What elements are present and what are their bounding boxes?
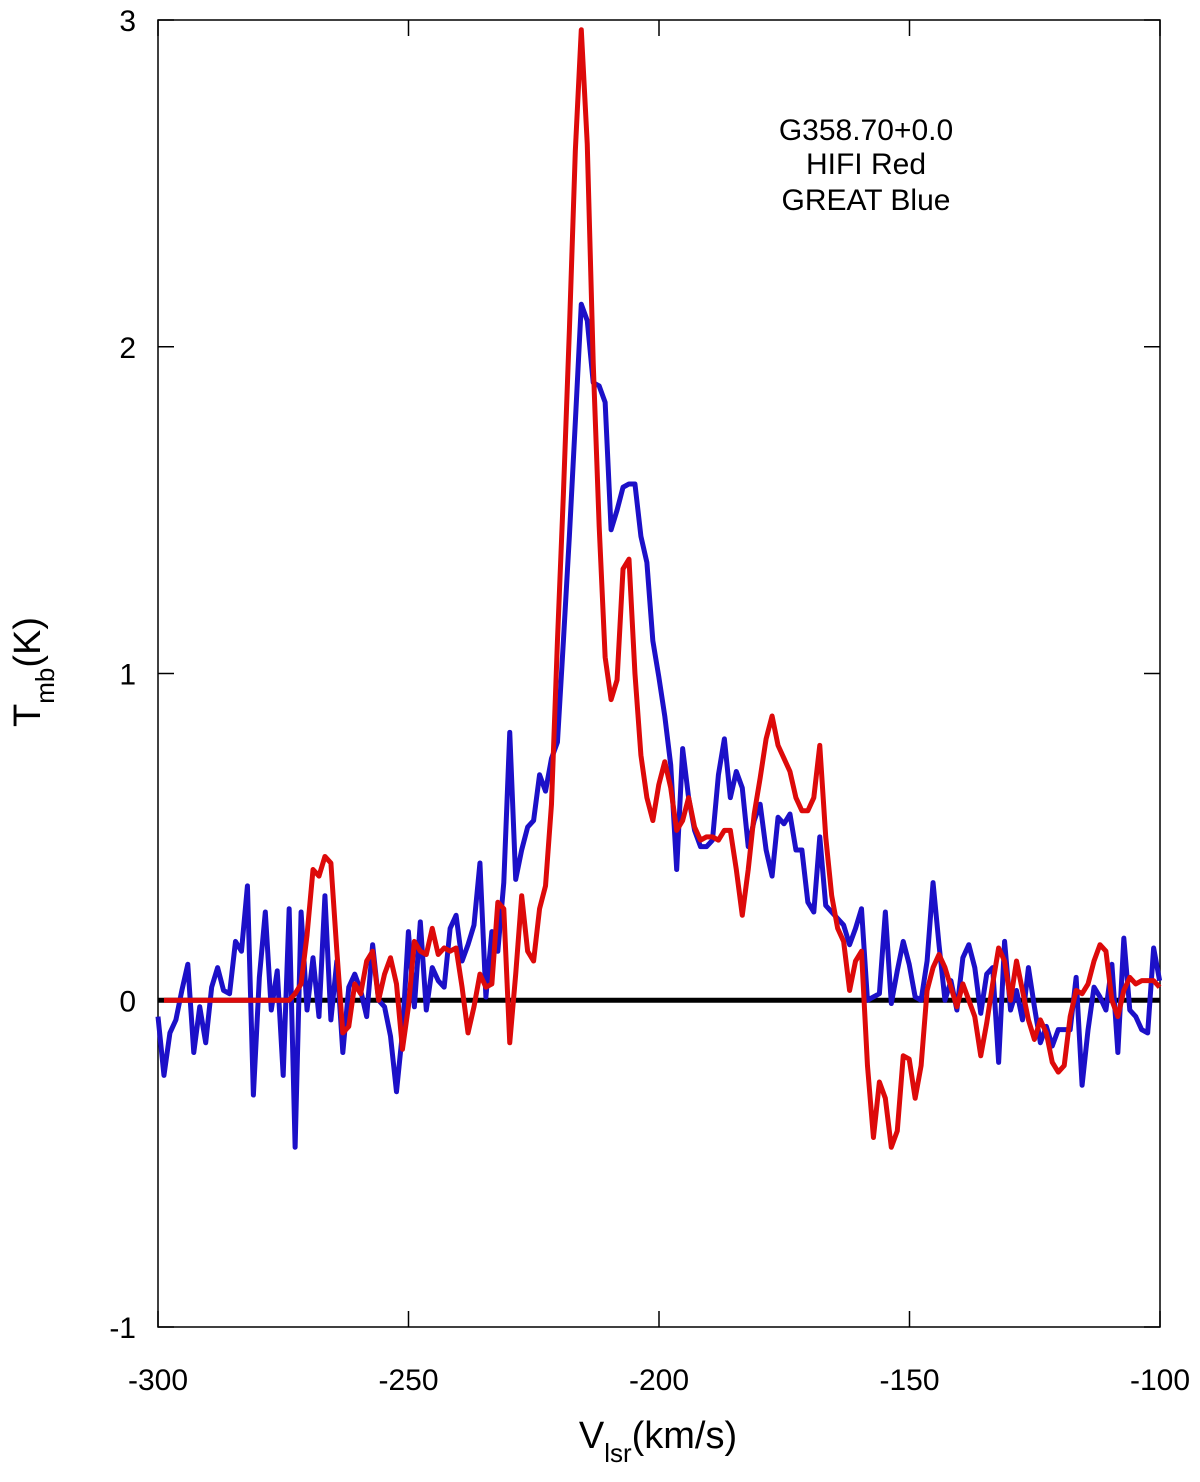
x-axis-label: Vlsr(km/s) (579, 1415, 737, 1468)
series-line (155, 301, 1163, 1150)
annotation: HIFI Red (806, 148, 926, 181)
y-tick-label: 2 (119, 332, 136, 365)
x-label-main: V (579, 1415, 605, 1457)
x-tick-label: -100 (1130, 1364, 1190, 1397)
annotation: GREAT Blue (782, 184, 951, 217)
x-label-sub: lsr (604, 1438, 632, 1468)
y-tick-label: -1 (109, 1312, 136, 1345)
y-label-main: T (7, 704, 49, 727)
y-axis-label: Tmb(K) (7, 617, 60, 727)
annotation: G358.70+0.0 (779, 114, 953, 147)
x-tick-label: -150 (879, 1364, 939, 1397)
x-tick-label: -250 (378, 1364, 438, 1397)
y-label-unit: (K) (7, 617, 49, 668)
x-label-unit: (km/s) (632, 1415, 738, 1457)
series-line (163, 27, 1162, 1150)
y-label-sub: mb (30, 668, 60, 704)
x-tick-label: -300 (128, 1364, 188, 1397)
y-tick-label: 1 (119, 659, 136, 692)
y-tick-label: 3 (119, 5, 136, 38)
y-tick-label: 0 (119, 985, 136, 1018)
x-tick-label: -200 (629, 1364, 689, 1397)
